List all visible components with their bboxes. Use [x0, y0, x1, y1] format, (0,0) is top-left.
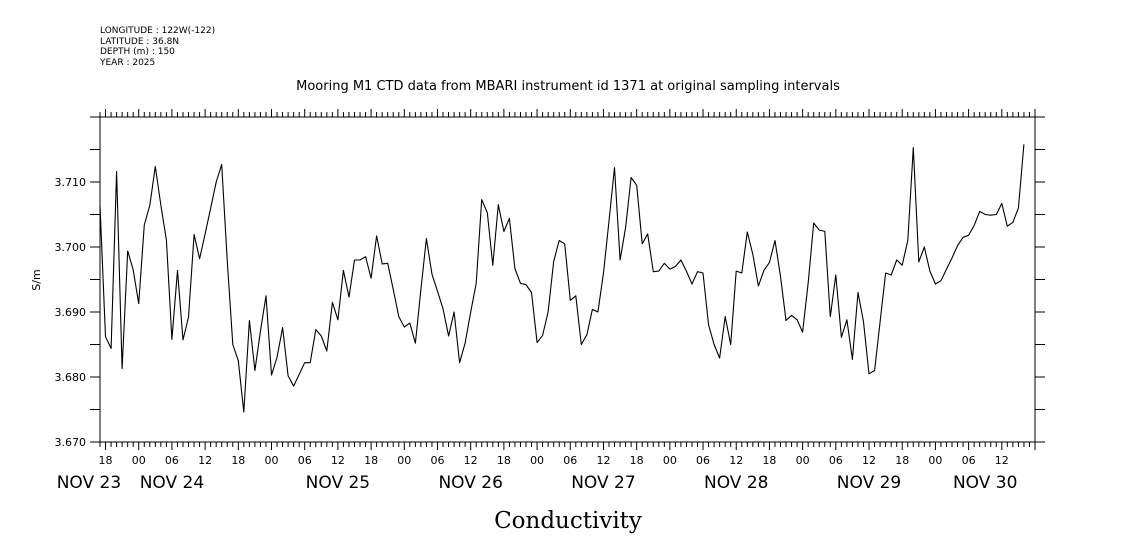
meta-longitude: LONGITUDE : 122W(-122): [100, 26, 216, 36]
chart-title: Mooring M1 CTD data from MBARI instrumen…: [296, 79, 840, 94]
y-tick-label: 3.680: [55, 371, 87, 384]
x-hour-label: 12: [862, 454, 876, 467]
x-hour-label: 00: [928, 454, 942, 467]
x-hour-label: 18: [630, 454, 644, 467]
x-hour-label: 06: [430, 454, 444, 467]
x-hour-label: 12: [995, 454, 1009, 467]
y-tick-label: 3.670: [55, 436, 87, 449]
x-hour-label: 12: [331, 454, 345, 467]
x-hour-label: 06: [298, 454, 312, 467]
x-hour-label: 12: [198, 454, 212, 467]
axis-ticks: [90, 109, 1045, 450]
x-day-label: NOV 25: [306, 473, 370, 493]
x-hour-label: 00: [796, 454, 810, 467]
x-day-label: NOV 26: [438, 473, 502, 493]
x-hour-label: 00: [265, 454, 279, 467]
y-tick-label: 3.710: [55, 176, 87, 189]
x-hour-label: 12: [729, 454, 743, 467]
x-day-label: NOV 27: [571, 473, 635, 493]
x-axis-label: Conductivity: [494, 508, 642, 534]
y-tick-label: 3.700: [55, 241, 87, 254]
y-axis-label: S/m: [30, 269, 43, 290]
x-hour-label: 18: [895, 454, 909, 467]
x-hour-label: 06: [829, 454, 843, 467]
meta-year: YEAR : 2025: [100, 57, 156, 68]
x-day-label: NOV 23: [57, 473, 121, 493]
x-hour-label: 18: [99, 454, 113, 467]
conductivity-series-line: [99, 144, 1025, 413]
x-day-label: NOV 30: [953, 473, 1017, 493]
series-group: [99, 144, 1025, 413]
meta-latitude: LATITUDE : 36.8N: [100, 36, 180, 47]
x-hour-label: 00: [132, 454, 146, 467]
x-hour-label: 12: [464, 454, 478, 467]
x-hour-label: 18: [762, 454, 776, 467]
x-hour-label: 06: [165, 454, 179, 467]
x-hour-label: 00: [663, 454, 677, 467]
x-hour-label: 18: [497, 454, 511, 467]
x-hour-label: 06: [563, 454, 577, 467]
x-hour-label: 18: [364, 454, 378, 467]
x-hour-label: 12: [596, 454, 610, 467]
x-day-label: NOV 28: [704, 473, 768, 493]
x-day-label: NOV 29: [837, 473, 901, 493]
x-day-label: NOV 24: [140, 473, 204, 493]
x-hour-label: 06: [696, 454, 710, 467]
plot-frame: [99, 116, 1036, 443]
metadata-block: LONGITUDE : 122W(-122) LATITUDE : 36.8N …: [100, 26, 215, 68]
meta-depth: DEPTH (m) : 150: [100, 47, 175, 57]
tick-labels: 18 00 06 12 18 00 06 12 18 00 06 12 18 00 06 12 18 00 06 12…: [55, 176, 1018, 493]
x-hour-label: 00: [397, 454, 411, 467]
x-hour-label: 18: [231, 454, 245, 467]
x-hour-label: 00: [530, 454, 544, 467]
x-hour-label: 06: [962, 454, 976, 467]
y-tick-label: 3.690: [55, 306, 87, 319]
